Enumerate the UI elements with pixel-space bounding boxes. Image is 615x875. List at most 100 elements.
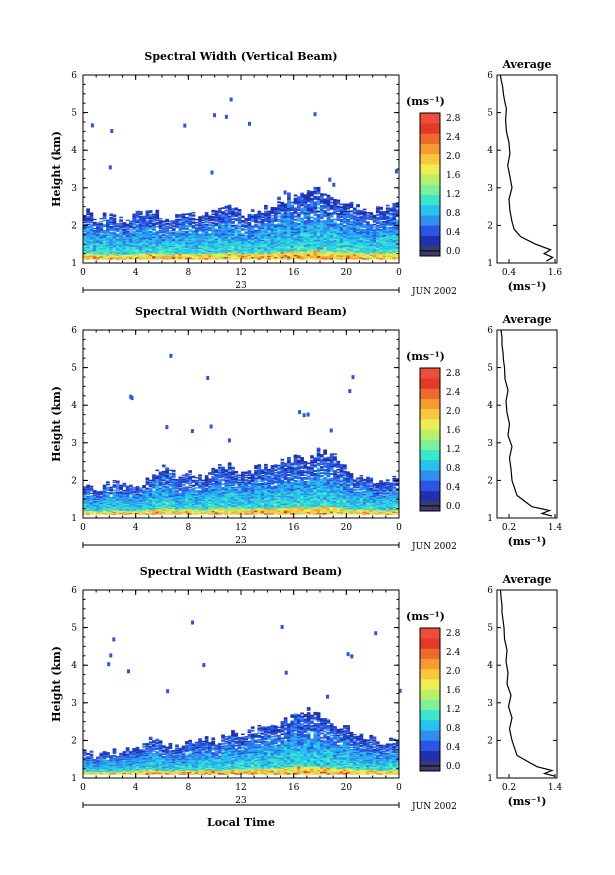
- heatmap-cell: [366, 253, 370, 255]
- heatmap-cell: [112, 485, 117, 487]
- heatmap-cell: [185, 475, 189, 477]
- heatmap-cell: [145, 512, 150, 514]
- heatmap-cell: [152, 491, 156, 493]
- heatmap-cell: [148, 507, 153, 509]
- heatmap-cell: [237, 227, 242, 230]
- heatmap-cell: [185, 227, 189, 230]
- heatmap-cell: [343, 224, 347, 227]
- heatmap-cell: [356, 227, 360, 230]
- heatmap-cell: [119, 251, 123, 254]
- heatmap-cell: [329, 221, 334, 224]
- heatmap-cell: [175, 499, 179, 501]
- heatmap-cell: [356, 228, 360, 231]
- heatmap-cell: [109, 226, 114, 228]
- heatmap-cell: [201, 248, 206, 250]
- heatmap-cell: [188, 237, 193, 239]
- heatmap-cell: [372, 238, 377, 241]
- heatmap-cell: [382, 229, 387, 232]
- heatmap-cell: [102, 506, 107, 508]
- heatmap-cell: [125, 499, 130, 501]
- heatmap-cell: [352, 237, 357, 239]
- heatmap-cell: [135, 496, 140, 498]
- heatmap-cell: [138, 238, 143, 241]
- heatmap-cell: [155, 233, 160, 235]
- heatmap-cell: [300, 257, 304, 260]
- heatmap-cell: [122, 249, 127, 252]
- heatmap-cell: [178, 253, 183, 256]
- heatmap-cell: [214, 231, 219, 233]
- heatmap-cell: [83, 506, 87, 508]
- heatmap-cell: [162, 475, 166, 478]
- heatmap-cell: [148, 243, 153, 245]
- heatmap-cell: [109, 253, 114, 256]
- heatmap-cell: [148, 481, 153, 483]
- heatmap-cell: [152, 226, 156, 228]
- heatmap-cell: [155, 230, 160, 233]
- heatmap-cell: [119, 241, 123, 243]
- heatmap-cell: [162, 485, 166, 488]
- heatmap-cell: [260, 245, 265, 247]
- heatmap-cell: [283, 228, 288, 231]
- heatmap-cell: [145, 231, 150, 233]
- heatmap-cell: [221, 213, 225, 216]
- heatmap-cell: [112, 509, 117, 511]
- heatmap-cell: [329, 251, 334, 254]
- heatmap-cell: [142, 236, 146, 238]
- heatmap-cell: [389, 242, 393, 245]
- heatmap-cell: [254, 225, 258, 227]
- heatmap-cell: [270, 227, 275, 230]
- heatmap-cell: [106, 251, 110, 253]
- heatmap-cell: [152, 247, 156, 250]
- heatmap-cell: [208, 217, 212, 220]
- heatmap-cell: [148, 249, 153, 252]
- heatmap-cell: [310, 238, 314, 241]
- heatmap-cell: [382, 239, 387, 242]
- heatmap-cell: [366, 235, 370, 238]
- heatmap-cell: [231, 220, 235, 223]
- heatmap-cell: [359, 224, 364, 227]
- heatmap-cell: [158, 225, 163, 227]
- date-label: JUN 2002: [411, 287, 457, 297]
- heatmap-cell: [382, 212, 387, 215]
- heatmap-cell: [138, 230, 143, 232]
- heatmap-cell: [99, 243, 104, 246]
- heatmap-cell: [352, 211, 357, 214]
- heatmap-cell: [290, 201, 295, 204]
- heatmap-cell: [86, 499, 90, 501]
- heatmap-cell: [356, 239, 360, 242]
- heatmap-cell: [214, 239, 219, 242]
- heatmap-cell: [112, 503, 117, 506]
- heatmap-cell: [217, 257, 222, 260]
- heatmap-cell: [158, 502, 163, 504]
- heatmap-cell: [267, 239, 272, 242]
- heatmap-cell: [254, 251, 258, 253]
- y-tick-label: 1: [71, 259, 77, 269]
- heatmap-cell: [132, 511, 137, 513]
- heatmap-cell: [372, 247, 377, 250]
- heatmap-cell: [237, 239, 242, 241]
- heatmap-cell: [372, 251, 377, 253]
- heatmap-cell: [188, 252, 193, 254]
- heatmap-cell: [92, 235, 97, 238]
- heatmap-cell: [254, 258, 258, 260]
- heatmap-cell: [231, 240, 235, 242]
- heatmap-cell: [89, 486, 94, 488]
- heatmap-cell: [165, 494, 169, 496]
- heatmap-cell: [316, 201, 321, 204]
- heatmap-cell: [352, 219, 357, 221]
- heatmap-cell: [89, 235, 94, 238]
- heatmap-cell: [191, 219, 196, 221]
- heatmap-cell: [175, 232, 179, 234]
- heatmap-cell: [138, 501, 143, 503]
- heatmap-cell: [115, 504, 120, 506]
- heatmap-cell: [211, 222, 216, 224]
- heatmap-cell: [135, 258, 140, 260]
- heatmap-cell: [323, 232, 327, 236]
- heatmap-cell: [356, 230, 360, 233]
- heatmap-cell: [191, 233, 196, 235]
- heatmap-cell: [145, 215, 150, 217]
- heatmap-cell: [142, 511, 146, 513]
- heatmap-cell: [188, 255, 193, 258]
- heatmap-cell: [89, 238, 94, 240]
- heatmap-cell: [162, 254, 166, 256]
